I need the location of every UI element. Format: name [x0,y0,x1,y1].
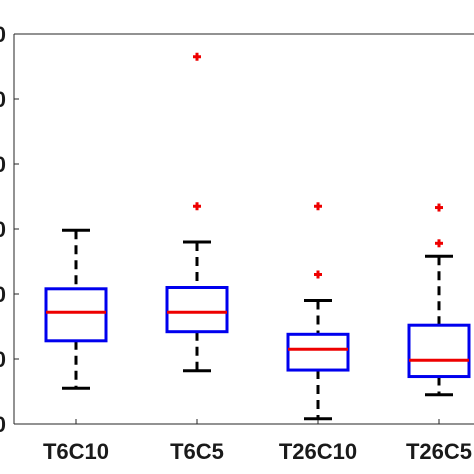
outlier-marker [435,239,443,248]
box-t26c10 [286,202,350,421]
iqr-box [44,287,108,343]
outlier-marker [435,203,443,212]
box-t6c5 [165,52,229,373]
y-tick-label: 0 [0,22,6,47]
x-tick-label: T26C5 [406,439,472,464]
outlier-marker [193,202,201,211]
x-axis-tick-labels: T6C10 T6C5 T26C10 T26C5 [43,419,472,464]
y-axis-ticks: 0 0 0 0 0 0 0 [0,22,19,437]
iqr-box [286,332,350,372]
y-tick-label: 0 [0,87,6,112]
iqr-box [407,323,471,379]
outlier-marker [193,52,201,61]
box-t6c10 [44,228,108,390]
x-tick-label: T6C10 [43,439,109,464]
x-tick-label: T26C10 [279,439,357,464]
y-tick-label: 0 [0,347,6,372]
y-tick-label: 0 [0,282,6,307]
outlier-marker [314,202,322,211]
y-tick-label: 0 [0,412,6,437]
box-series [44,52,471,421]
box-t26c5 [407,203,471,397]
outlier-marker [314,270,322,279]
x-tick-label: T6C5 [170,439,224,464]
y-tick-label: 0 [0,152,6,177]
y-tick-label: 0 [0,217,6,242]
iqr-box [165,286,229,334]
